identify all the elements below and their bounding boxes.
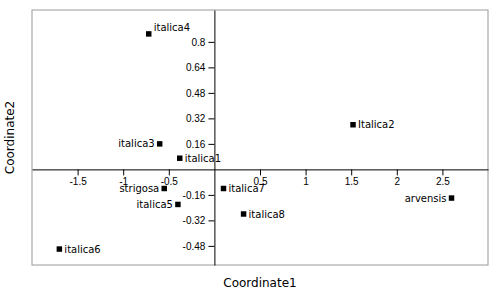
y-tick: 0.64 — [186, 62, 214, 73]
y-tick: 0.32 — [186, 113, 214, 124]
x-tick-label: 2.5 — [436, 176, 450, 187]
point-label: italica3 — [118, 138, 154, 149]
y-axis-title: Coordinate2 — [3, 101, 17, 174]
y-tick: 0.16 — [186, 139, 214, 150]
point-label: italica6 — [64, 244, 100, 255]
point — [449, 195, 454, 200]
x-tick-label: -1.5 — [69, 176, 87, 187]
point-label: italica1 — [185, 153, 221, 164]
y-tick: -0.16 — [183, 190, 215, 201]
point — [177, 155, 182, 160]
y-tick-label: 0.48 — [186, 88, 206, 99]
y-tick-label: -0.32 — [183, 215, 206, 226]
point-label: arvensis — [405, 193, 447, 204]
point — [241, 211, 246, 216]
x-tick-mark — [169, 169, 170, 175]
y-tick-label: 0.32 — [186, 113, 206, 124]
point — [162, 186, 167, 191]
point-label: italica8 — [249, 209, 285, 220]
x-tick: 2 — [395, 169, 401, 187]
point — [57, 246, 62, 251]
plot-frame — [32, 10, 488, 265]
y-tick-label: -0.16 — [183, 190, 206, 201]
point — [221, 186, 226, 191]
y-tick-mark — [208, 42, 214, 43]
chart: -1.5-1-0.50.511.522.5-0.48-0.32-0.160.16… — [0, 0, 500, 295]
plot: -1.5-1-0.50.511.522.5-0.48-0.32-0.160.16… — [32, 10, 489, 266]
point-label: italica4 — [154, 22, 190, 33]
x-tick-label: 1 — [303, 176, 309, 187]
point-label: italica5 — [137, 199, 173, 210]
point-label: Italica2 — [358, 119, 395, 130]
y-tick-mark — [208, 246, 214, 247]
y-tick-mark — [208, 220, 214, 221]
x-tick-mark — [442, 169, 443, 175]
y-tick-mark — [208, 67, 214, 68]
x-tick: -1.5 — [69, 169, 87, 187]
y-tick-label: 0.64 — [186, 62, 206, 73]
point-labels: italica4 Italica2 italica3 italica1 strigosa… — [64, 22, 446, 255]
point-label: italica7 — [229, 183, 265, 194]
x-tick-mark — [260, 169, 261, 175]
point — [175, 202, 180, 207]
y-tick-label: 0.8 — [191, 37, 205, 48]
y-tick: -0.48 — [183, 241, 215, 252]
x-tick-mark — [123, 169, 124, 175]
y-tick: 0.8 — [191, 37, 214, 48]
x-tick-label: 2 — [395, 176, 401, 187]
x-tick: 1.5 — [345, 169, 359, 187]
y-tick-mark — [208, 195, 214, 196]
x-axis-title: Coordinate1 — [223, 276, 296, 290]
x-tick-label: 1.5 — [345, 176, 359, 187]
x-tick: 1 — [303, 169, 309, 187]
x-tick: -0.5 — [161, 169, 179, 187]
point-label: strigosa — [119, 183, 159, 194]
y-tick-mark — [208, 144, 214, 145]
point — [157, 141, 162, 146]
y-axis-line — [214, 11, 215, 266]
point — [146, 31, 151, 36]
y-tick: 0.48 — [186, 88, 214, 99]
x-tick-mark — [78, 169, 79, 175]
y-tick-mark — [208, 118, 214, 119]
x-tick-mark — [397, 169, 398, 175]
y-tick-label: -0.48 — [183, 241, 206, 252]
x-tick: 2.5 — [436, 169, 450, 187]
y-tick: -0.32 — [183, 215, 215, 226]
x-tick-mark — [306, 169, 307, 175]
y-axis: -0.48 -0.32 -0.16 0.16 0.32 0.48 0.64 0.8 — [183, 11, 215, 266]
y-tick-label: 0.16 — [186, 139, 206, 150]
x-tick-mark — [351, 169, 352, 175]
points — [57, 31, 455, 252]
point — [350, 122, 355, 127]
y-tick-mark — [208, 93, 214, 94]
